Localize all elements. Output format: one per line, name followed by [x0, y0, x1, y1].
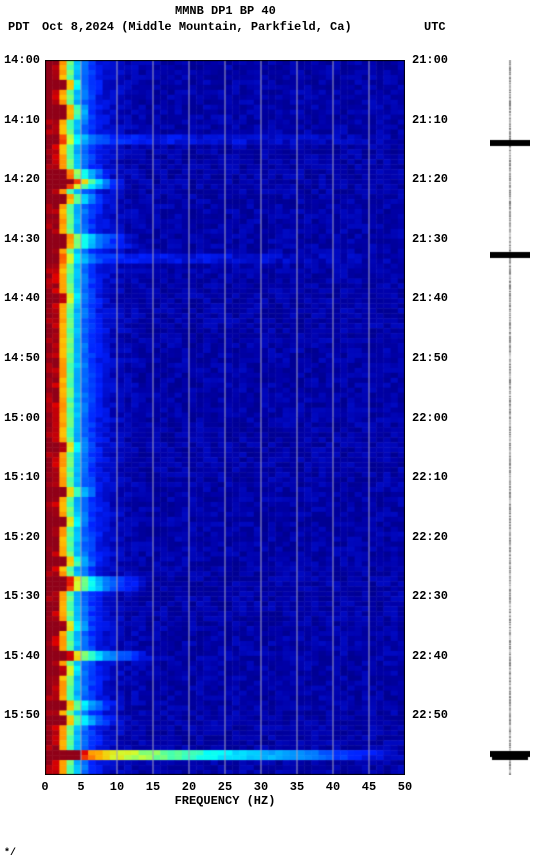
x-tick: 0 [41, 780, 48, 794]
spectrogram-plot [45, 60, 405, 775]
y-left-tick: 15:10 [0, 471, 40, 483]
x-axis-labels: 05101520253035404550 [45, 780, 405, 794]
y-left-tick: 15:20 [0, 531, 40, 543]
y-right-tick: 22:50 [412, 709, 452, 721]
y-right-tick: 21:00 [412, 54, 452, 66]
y-axis-left-labels: 14:0014:1014:2014:3014:4014:5015:0015:10… [0, 60, 40, 775]
y-right-tick: 22:20 [412, 531, 452, 543]
spectrogram-canvas [45, 60, 405, 775]
corner-mark: */ [4, 848, 16, 859]
date-location: Oct 8,2024 (Middle Mountain, Parkfield, … [42, 20, 352, 34]
x-tick: 25 [218, 780, 232, 794]
tz-left: PDT [8, 20, 30, 34]
y-left-tick: 14:30 [0, 233, 40, 245]
x-tick: 30 [254, 780, 268, 794]
y-right-tick: 21:40 [412, 292, 452, 304]
x-tick: 20 [182, 780, 196, 794]
y-left-tick: 14:10 [0, 114, 40, 126]
seismogram-plot [490, 60, 530, 775]
y-right-tick: 22:30 [412, 590, 452, 602]
y-left-tick: 15:00 [0, 412, 40, 424]
y-right-tick: 22:10 [412, 471, 452, 483]
y-right-tick: 22:00 [412, 412, 452, 424]
x-tick: 50 [398, 780, 412, 794]
x-tick: 35 [290, 780, 304, 794]
y-right-tick: 21:30 [412, 233, 452, 245]
y-left-tick: 15:30 [0, 590, 40, 602]
title-main: MMNB DP1 BP 40 [175, 4, 276, 18]
x-tick: 10 [110, 780, 124, 794]
y-left-tick: 14:00 [0, 54, 40, 66]
x-tick: 15 [146, 780, 160, 794]
y-right-tick: 21:10 [412, 114, 452, 126]
y-left-tick: 14:20 [0, 173, 40, 185]
x-tick: 5 [77, 780, 84, 794]
y-left-tick: 14:40 [0, 292, 40, 304]
y-right-tick: 21:50 [412, 352, 452, 364]
x-tick: 45 [362, 780, 376, 794]
y-axis-right-labels: 21:0021:1021:2021:3021:4021:5022:0022:10… [412, 60, 456, 775]
y-right-tick: 21:20 [412, 173, 452, 185]
x-tick: 40 [326, 780, 340, 794]
x-axis-title: FREQUENCY (HZ) [45, 794, 405, 808]
seismogram-canvas [490, 60, 530, 775]
y-right-tick: 22:40 [412, 650, 452, 662]
y-left-tick: 15:50 [0, 709, 40, 721]
tz-right: UTC [424, 20, 446, 34]
y-left-tick: 14:50 [0, 352, 40, 364]
y-left-tick: 15:40 [0, 650, 40, 662]
